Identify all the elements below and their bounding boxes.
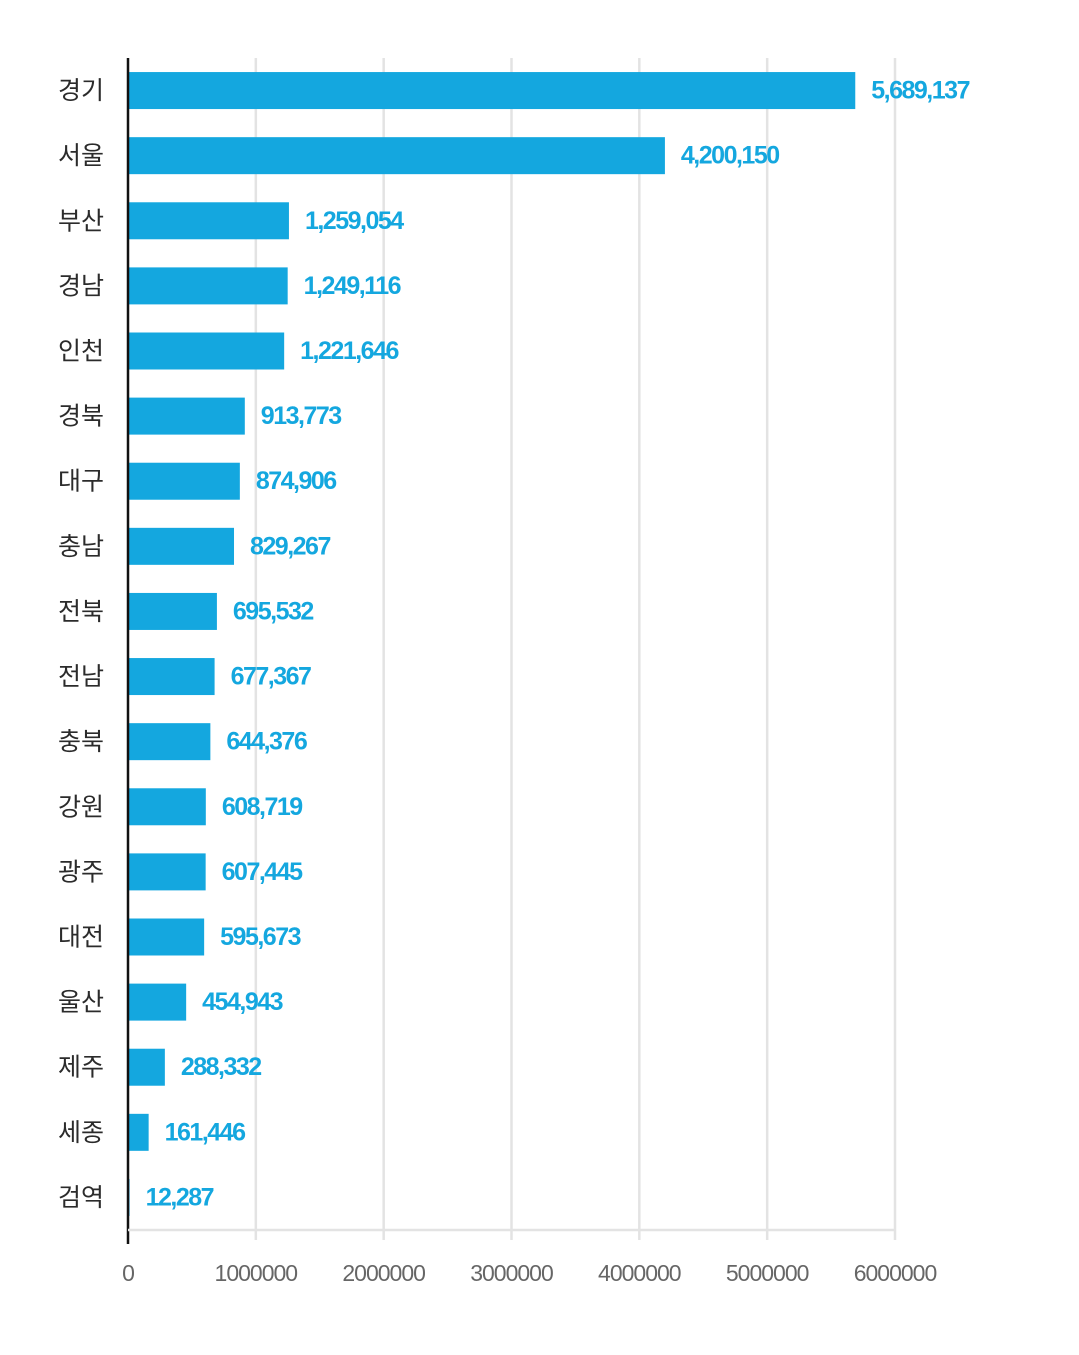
bar <box>128 788 206 826</box>
value-label: 1,221,646 <box>300 337 398 365</box>
bar <box>128 723 211 761</box>
x-tick-label: 2000000 <box>342 1260 425 1286</box>
bar <box>128 72 856 110</box>
category-label: 전북 <box>58 597 104 626</box>
bar <box>128 1113 149 1151</box>
bar <box>128 397 245 435</box>
bar <box>128 983 187 1021</box>
category-label: 대구 <box>58 467 104 496</box>
value-label: 1,249,116 <box>304 272 401 300</box>
bar <box>128 918 205 956</box>
bar <box>128 658 215 696</box>
value-label: 1,259,054 <box>305 207 404 235</box>
value-label: 644,376 <box>226 728 306 756</box>
value-label: 829,267 <box>250 532 330 560</box>
value-label: 454,943 <box>202 988 282 1016</box>
category-label: 부산 <box>58 206 104 235</box>
value-label: 874,906 <box>256 467 336 495</box>
category-label: 광주 <box>58 857 104 886</box>
x-tick-label: 6000000 <box>854 1260 937 1286</box>
bar <box>128 267 288 305</box>
x-tick-label: 4000000 <box>598 1260 681 1286</box>
category-label: 강원 <box>58 792 104 821</box>
category-label: 충북 <box>58 727 104 756</box>
value-labels: 5,689,137 4,200,150 1,259,054 1,249,116 1,22… <box>146 77 972 1212</box>
category-label: 서울 <box>58 141 104 170</box>
bar <box>128 1048 165 1086</box>
bar <box>128 462 240 500</box>
value-label: 677,367 <box>231 663 311 691</box>
category-label: 검역 <box>58 1183 104 1212</box>
category-label: 경북 <box>58 402 104 431</box>
x-tick-label: 5000000 <box>726 1260 809 1286</box>
bars <box>128 72 856 1216</box>
bar <box>128 527 235 565</box>
x-tick-labels: 0 1000000 2000000 3000000 4000000 5000000 6000… <box>122 1230 937 1286</box>
value-label: 695,532 <box>233 597 313 625</box>
bar <box>128 592 217 630</box>
category-label: 울산 <box>58 988 104 1017</box>
bar <box>128 202 289 240</box>
value-label: 607,445 <box>222 858 303 886</box>
category-label: 제주 <box>58 1053 104 1082</box>
category-label: 전남 <box>58 662 104 691</box>
value-label: 608,719 <box>222 793 302 821</box>
value-label: 913,773 <box>261 402 341 430</box>
category-label: 대전 <box>58 923 104 952</box>
bar <box>128 853 206 891</box>
category-label: 인천 <box>58 337 104 366</box>
x-tick-label: 1000000 <box>215 1260 298 1286</box>
category-label: 경기 <box>58 76 104 105</box>
category-label: 경남 <box>58 271 104 300</box>
value-label: 5,689,137 <box>871 77 969 105</box>
value-label: 161,446 <box>165 1118 245 1146</box>
x-tick-label: 3000000 <box>470 1260 553 1286</box>
gridlines <box>254 58 897 1230</box>
value-label: 12,287 <box>146 1183 214 1211</box>
value-label: 4,200,150 <box>681 142 779 170</box>
bar <box>128 137 665 175</box>
value-label: 288,332 <box>181 1053 261 1081</box>
category-label: 세종 <box>58 1118 104 1147</box>
bar <box>128 332 285 370</box>
x-tick-label: 0 <box>122 1260 134 1286</box>
value-label: 595,673 <box>220 923 300 951</box>
category-label: 충남 <box>58 532 104 561</box>
